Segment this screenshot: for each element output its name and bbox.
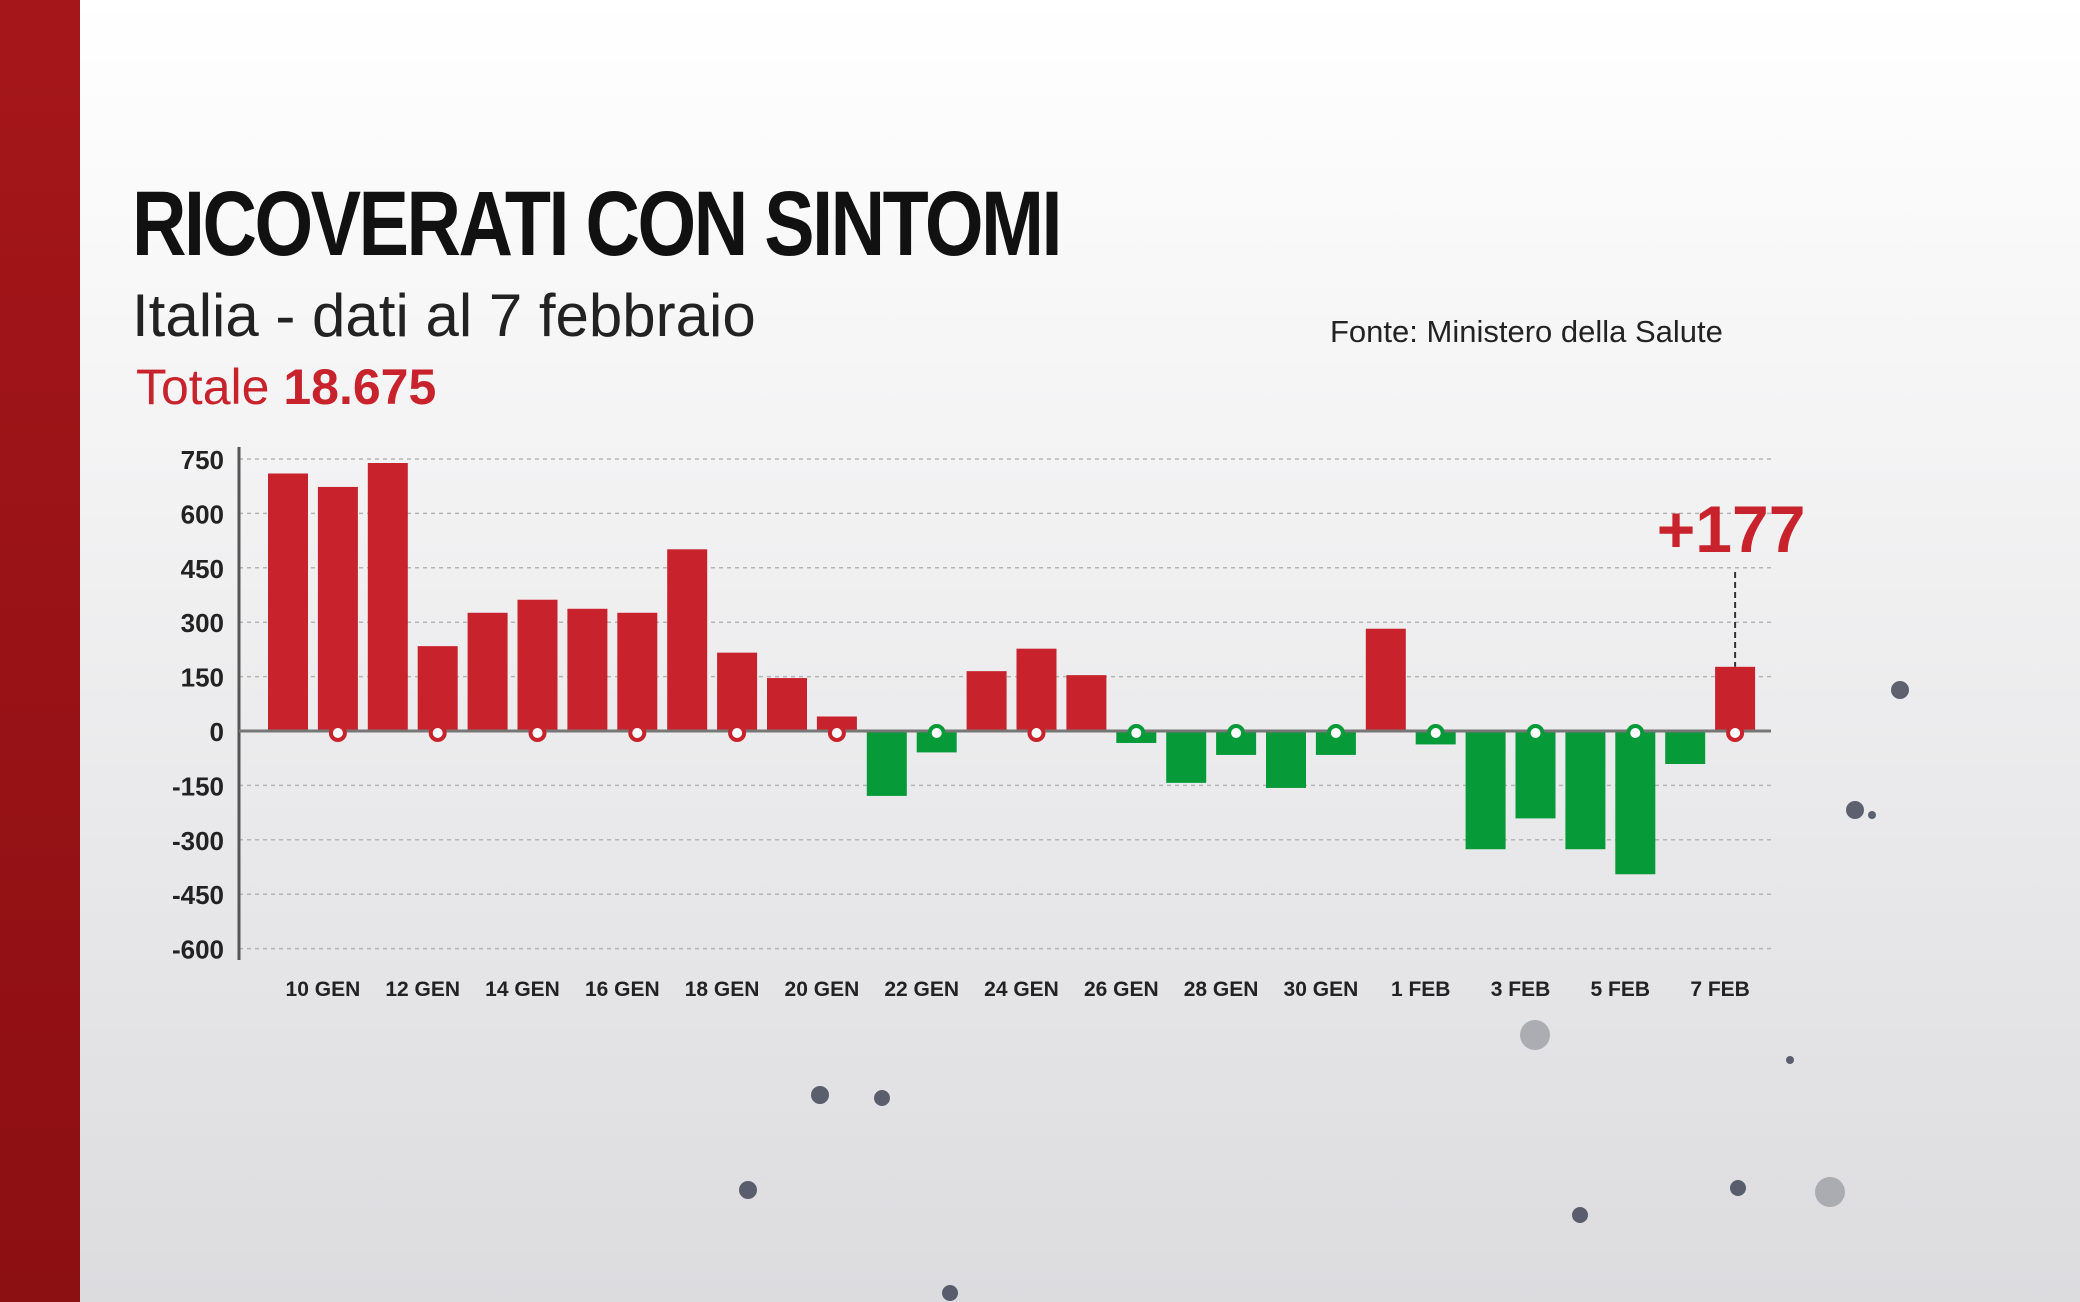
y-tick-label: 750	[181, 445, 224, 475]
date-marker	[628, 724, 647, 742]
date-marker	[1726, 724, 1745, 742]
source-note: Fonte: Ministero della Salute	[1330, 314, 1723, 349]
bar	[1216, 731, 1257, 755]
date-marker	[1326, 724, 1345, 742]
date-marker	[1227, 724, 1246, 742]
x-tick-label: 12 GEN	[385, 978, 460, 1001]
y-tick-label: -600	[172, 935, 224, 965]
bar	[667, 549, 708, 731]
x-tick-label: 10 GEN	[286, 978, 361, 1001]
x-tick-label: 5 FEB	[1591, 978, 1651, 1001]
left-red-band	[0, 0, 80, 1302]
bar	[1715, 666, 1756, 731]
bar	[268, 473, 308, 731]
background-dot	[739, 1181, 757, 1199]
bar	[567, 608, 608, 731]
x-tick-label: 30 GEN	[1284, 978, 1359, 1001]
date-marker	[1526, 724, 1545, 742]
bar	[417, 646, 458, 731]
bar	[1266, 731, 1306, 788]
chart-subtitle: Italia - dati al 7 febbraio	[132, 282, 756, 349]
background-dot	[942, 1285, 958, 1301]
bar	[1515, 731, 1556, 819]
date-marker	[1426, 724, 1445, 742]
bar	[866, 731, 907, 796]
bar	[1016, 648, 1057, 731]
date-marker	[528, 724, 547, 742]
x-tick-label: 3 FEB	[1491, 978, 1551, 1001]
x-tick-label: 18 GEN	[685, 978, 760, 1001]
chart-title: RICOVERATI CON SINTOMI	[132, 173, 1063, 275]
x-tick-label: 26 GEN	[1084, 978, 1159, 1001]
y-tick-label: -150	[172, 771, 224, 801]
x-tick-label: 22 GEN	[884, 978, 959, 1001]
x-tick-label: 28 GEN	[1184, 978, 1259, 1001]
x-tick-label: 16 GEN	[585, 978, 660, 1001]
background-dot	[1846, 801, 1864, 819]
background-dot	[1891, 681, 1909, 699]
annotation-label: +177	[1657, 492, 1806, 566]
background-dot	[1786, 1056, 1794, 1064]
bar	[1315, 731, 1356, 755]
total-line: Totale 18.675	[136, 362, 436, 412]
x-tick-label: 24 GEN	[984, 978, 1059, 1001]
y-tick-label: 300	[181, 608, 224, 638]
y-tick-label: 450	[181, 554, 224, 584]
date-marker	[728, 724, 747, 742]
background-dot	[1520, 1020, 1550, 1050]
y-tick-label: -300	[172, 826, 224, 856]
x-tick-label: 1 FEB	[1391, 978, 1451, 1001]
date-marker	[1127, 724, 1146, 742]
y-tick-label: 150	[181, 663, 224, 693]
background-dot	[1868, 811, 1876, 819]
date-marker	[1027, 724, 1046, 742]
date-marker	[927, 724, 946, 742]
background-dot	[811, 1086, 829, 1104]
y-tick-label: 600	[181, 499, 224, 529]
bar	[1565, 731, 1606, 850]
x-tick-label: 20 GEN	[785, 978, 860, 1001]
bar	[517, 599, 558, 731]
background-dot	[1572, 1207, 1588, 1223]
x-tick-label: 7 FEB	[1690, 978, 1750, 1001]
background-dot	[1815, 1177, 1845, 1207]
bar	[816, 716, 857, 731]
bar	[367, 462, 408, 731]
bar	[467, 612, 508, 731]
x-tick-label: 14 GEN	[485, 978, 560, 1001]
y-tick-label: 0	[210, 717, 224, 747]
date-marker	[328, 724, 347, 742]
date-marker	[827, 724, 846, 742]
date-marker	[428, 724, 447, 742]
bar	[1615, 731, 1656, 875]
date-marker	[1626, 724, 1645, 742]
total-label: Totale	[136, 359, 270, 415]
total-value: 18.675	[283, 359, 437, 415]
background-dot	[1730, 1180, 1746, 1196]
bar	[1465, 731, 1506, 850]
bar	[1365, 628, 1406, 731]
y-tick-label: -450	[172, 880, 224, 910]
bar	[1166, 731, 1207, 783]
bar	[767, 678, 807, 731]
background-dot	[874, 1090, 890, 1106]
bar	[717, 652, 758, 731]
bar	[1665, 731, 1706, 765]
bar	[966, 671, 1007, 731]
bar	[617, 612, 658, 731]
bar	[1066, 675, 1107, 731]
bar	[317, 486, 358, 731]
